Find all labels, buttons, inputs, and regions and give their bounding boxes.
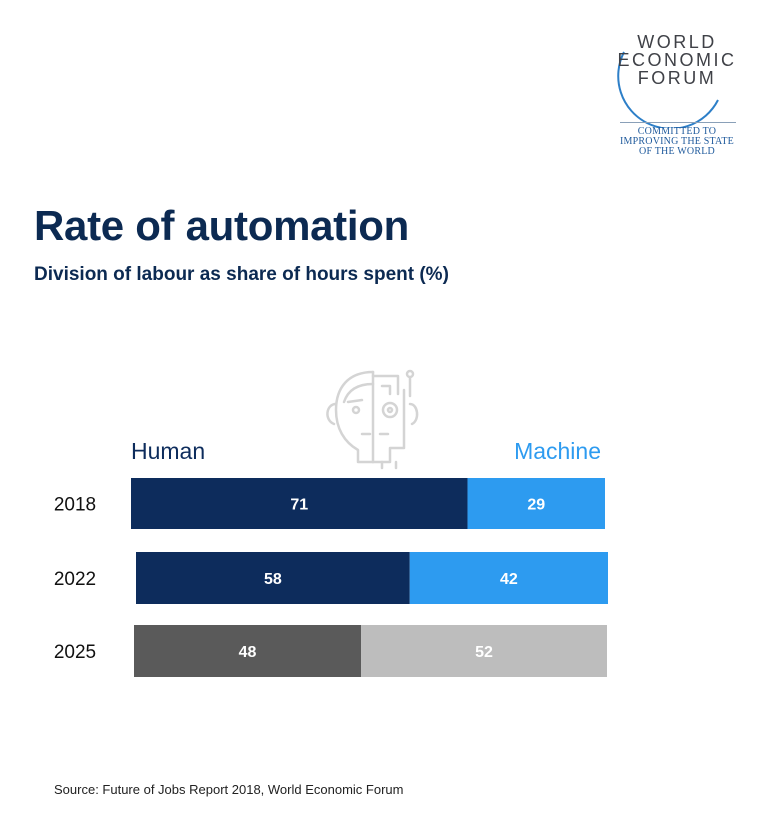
source-note: Source: Future of Jobs Report 2018, Worl… <box>54 782 404 797</box>
year-tick-label: 2018 <box>54 495 96 516</box>
bar-machine <box>409 552 608 604</box>
logo-tagline-line: IMPROVING THE STATE <box>620 136 734 147</box>
legend-machine: Machine <box>514 438 601 464</box>
bar-human <box>131 478 468 529</box>
bar-label-human: 71 <box>290 497 308 514</box>
bar-human <box>134 625 362 677</box>
logo-tagline-line: OF THE WORLD <box>639 146 715 157</box>
bar-human <box>136 552 410 604</box>
logo-arc-icon <box>617 51 719 128</box>
robot-face-icon <box>326 369 419 470</box>
logo-tagline: COMMITTED TO IMPROVING THE STATE OF THE … <box>612 127 742 157</box>
year-tick-label: 2022 <box>54 569 96 590</box>
logo-word-1: WORLD <box>637 32 717 52</box>
wef-logo: WORLD ECONOMIC FORUM COMMITTED TO IMPROV… <box>612 28 742 168</box>
logo-divider <box>620 122 736 123</box>
bar-label-human: 48 <box>239 644 257 661</box>
logo-tagline-line: COMMITTED TO <box>637 126 717 137</box>
year-tick-label: 2025 <box>54 642 96 663</box>
legend-human: Human <box>131 438 206 464</box>
bar-machine <box>361 625 607 677</box>
bar-label-machine: 42 <box>500 571 518 588</box>
bar-machine <box>467 478 605 529</box>
bar-label-machine: 29 <box>527 497 545 514</box>
logo-word-3: FORUM <box>637 68 717 88</box>
bar-label-machine: 52 <box>475 644 493 661</box>
page-subtitle: Division of labour as share of hours spe… <box>34 264 449 285</box>
page-title: Rate of automation <box>34 202 409 249</box>
logo-word-2: ECONOMIC <box>617 50 737 70</box>
bar-label-human: 58 <box>264 571 282 588</box>
